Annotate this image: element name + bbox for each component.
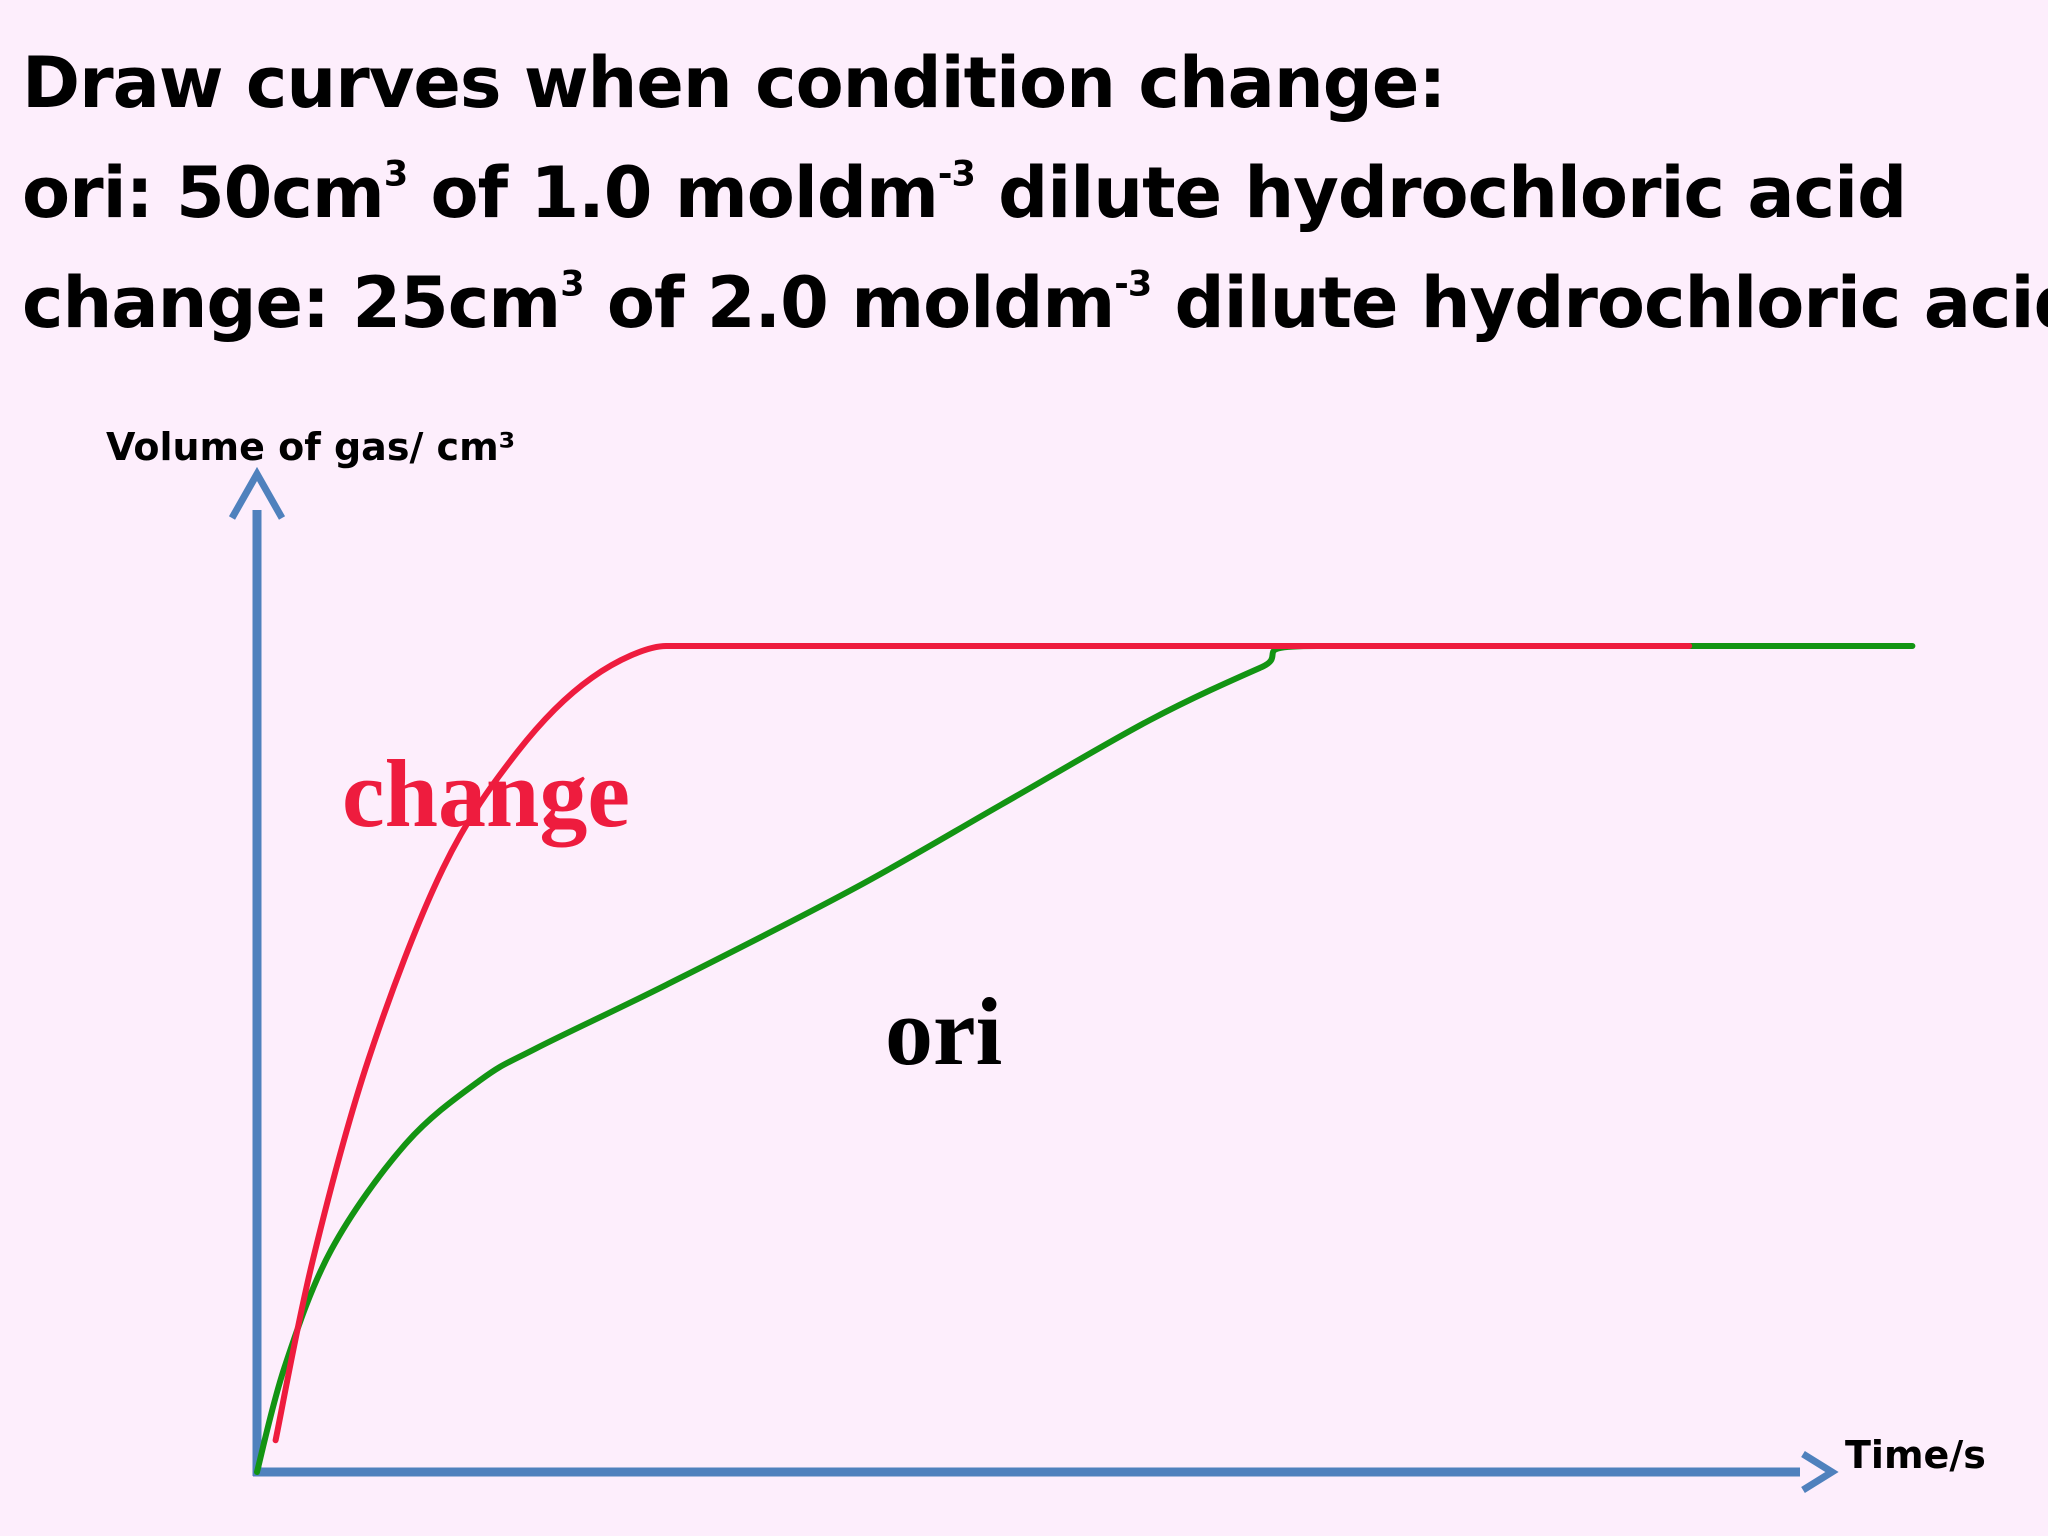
ori-condition-suffix: dilute hydrochloric acid	[974, 152, 1907, 234]
ori-concentration-unit-exponent: -3	[937, 154, 976, 195]
x-axis-arrowhead	[1801, 1451, 1839, 1493]
heading-line-2: ori: 50cm3 of 1.0 moldm-3 dilute hydroch…	[22, 152, 1907, 234]
heading-line-3: change: 25cm3 of 2.0 moldm-3 dilute hydr…	[22, 262, 2048, 344]
chart-axes	[228, 466, 1839, 1493]
change-condition-prefix: change: 25cm	[22, 262, 561, 344]
change-condition-suffix: dilute hydrochloric acid	[1151, 262, 2048, 344]
x-axis-label: Time/s	[1845, 1433, 1986, 1477]
series-labels: change ori	[342, 740, 1002, 1085]
series-line-ori	[254, 643, 1916, 1475]
ori-volume-unit-exponent: 3	[383, 154, 408, 195]
series-label-ori: ori	[885, 978, 1002, 1085]
y-axis-arrowhead	[228, 466, 286, 520]
series-line-change	[272, 643, 1693, 1444]
series-label-change: change	[342, 740, 630, 847]
series-layer	[254, 643, 1916, 1475]
ori-condition-middle: of 1.0 moldm	[407, 152, 939, 234]
change-concentration-unit-exponent: -3	[1114, 264, 1152, 305]
change-volume-unit-exponent: 3	[560, 264, 584, 305]
ori-condition-prefix: ori: 50cm	[22, 152, 385, 234]
change-condition-middle: of 2.0 moldm	[583, 262, 1115, 344]
heading-line-1: Draw curves when condition change:	[22, 42, 1446, 124]
y-axis-label: Volume of gas/ cm³	[106, 425, 515, 469]
